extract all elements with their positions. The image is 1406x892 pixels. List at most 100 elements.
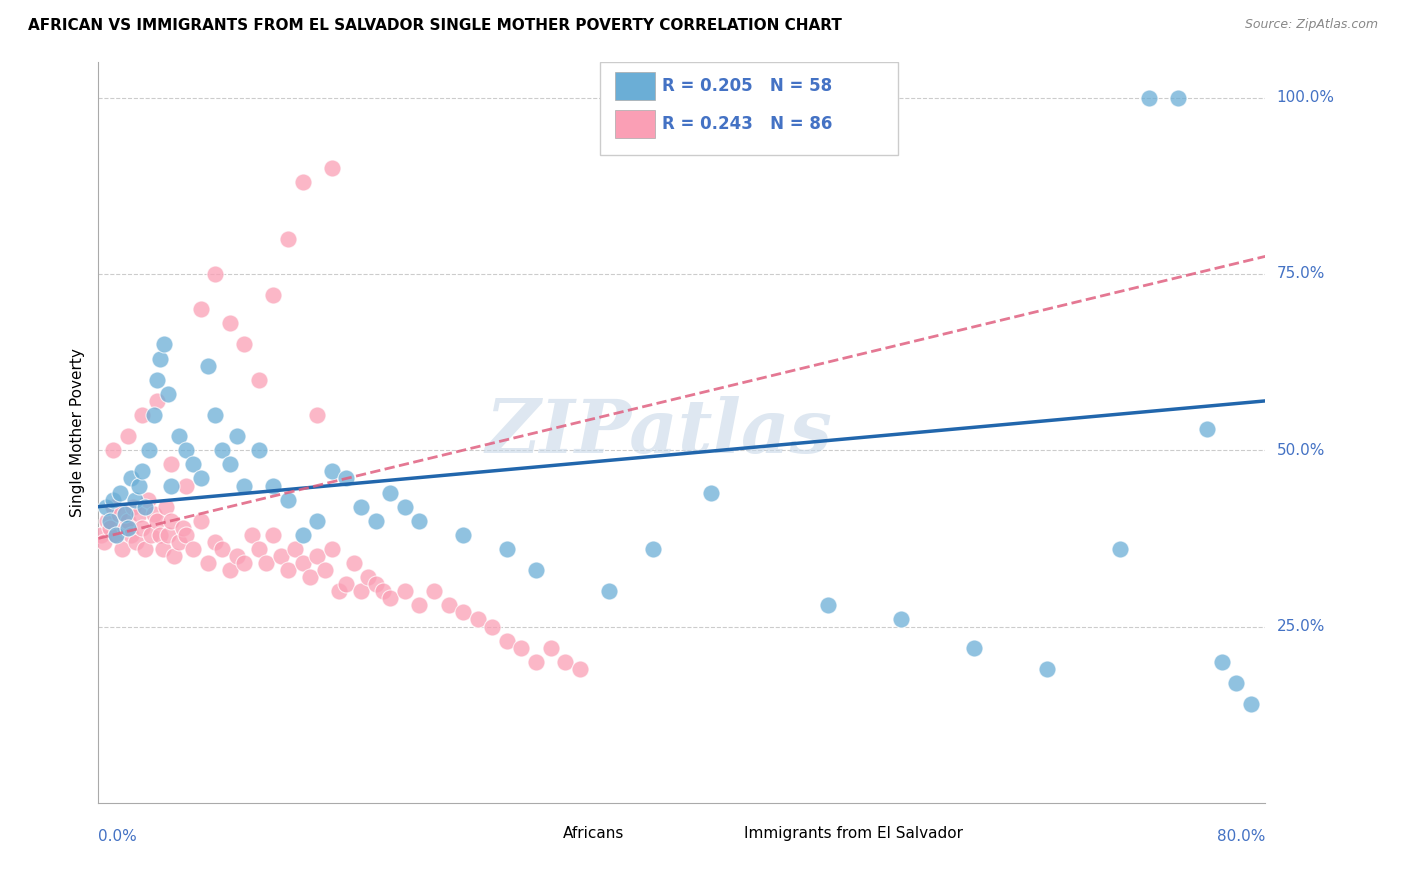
Point <box>247 373 270 387</box>
Point <box>277 492 299 507</box>
Text: Source: ZipAtlas.com: Source: ZipAtlas.com <box>1244 18 1378 31</box>
Point <box>357 570 380 584</box>
Point <box>174 528 197 542</box>
Text: ZIPatlas: ZIPatlas <box>485 396 832 469</box>
Point <box>524 563 547 577</box>
Point <box>451 528 474 542</box>
Point <box>142 507 165 521</box>
Point <box>598 584 620 599</box>
Point <box>160 514 183 528</box>
Point <box>321 464 343 478</box>
Point <box>467 612 489 626</box>
Point <box>568 662 591 676</box>
Point <box>218 316 240 330</box>
Point <box>350 500 373 514</box>
Text: 25.0%: 25.0% <box>1277 619 1324 634</box>
Point <box>122 500 145 514</box>
Point <box>394 500 416 514</box>
Point <box>104 528 127 542</box>
Point <box>96 514 118 528</box>
Point <box>307 408 329 422</box>
Point <box>155 500 177 514</box>
Point <box>128 478 150 492</box>
Point <box>437 599 460 613</box>
Point <box>131 521 153 535</box>
Point <box>277 563 299 577</box>
Point <box>262 478 284 492</box>
FancyBboxPatch shape <box>616 72 655 100</box>
Point <box>146 373 169 387</box>
Point <box>211 541 233 556</box>
Point <box>554 655 576 669</box>
Point <box>700 485 723 500</box>
Point <box>233 337 256 351</box>
Point <box>510 640 533 655</box>
Point <box>174 443 197 458</box>
Point <box>262 528 284 542</box>
Point <box>284 541 307 556</box>
Point <box>93 535 115 549</box>
Point <box>394 584 416 599</box>
Point <box>190 514 212 528</box>
Point <box>101 492 124 507</box>
Point <box>1167 91 1189 105</box>
Point <box>890 612 912 626</box>
Text: Immigrants from El Salvador: Immigrants from El Salvador <box>744 826 963 840</box>
Point <box>139 528 162 542</box>
Point <box>111 541 134 556</box>
Point <box>138 443 160 458</box>
Point <box>117 521 139 535</box>
Point <box>211 443 233 458</box>
Point <box>167 535 190 549</box>
Point <box>110 485 132 500</box>
Point <box>1108 541 1130 556</box>
Point <box>226 549 249 563</box>
Point <box>149 351 172 366</box>
Text: 50.0%: 50.0% <box>1277 442 1324 458</box>
Text: Africans: Africans <box>562 826 624 840</box>
Point <box>94 500 117 514</box>
Point <box>153 337 176 351</box>
Point <box>101 443 124 458</box>
Point <box>204 535 226 549</box>
Text: R = 0.205   N = 58: R = 0.205 N = 58 <box>662 77 832 95</box>
Point <box>291 528 314 542</box>
FancyBboxPatch shape <box>616 110 655 138</box>
Point <box>380 485 402 500</box>
Point <box>380 591 402 606</box>
Point <box>408 514 430 528</box>
Point <box>98 521 121 535</box>
Point <box>114 507 136 521</box>
Point <box>262 288 284 302</box>
Point <box>146 393 169 408</box>
Point <box>335 471 357 485</box>
Point <box>408 599 430 613</box>
Point <box>197 556 219 570</box>
Text: 80.0%: 80.0% <box>1218 829 1265 844</box>
Point <box>496 541 519 556</box>
Point <box>277 232 299 246</box>
Text: 100.0%: 100.0% <box>1277 90 1334 105</box>
Point <box>90 528 112 542</box>
Point <box>328 584 350 599</box>
Text: R = 0.243   N = 86: R = 0.243 N = 86 <box>662 115 832 133</box>
Point <box>157 387 180 401</box>
Point <box>496 633 519 648</box>
Point <box>1195 422 1218 436</box>
Point <box>190 471 212 485</box>
Point <box>117 429 139 443</box>
Point <box>1035 662 1057 676</box>
Point <box>364 577 387 591</box>
Point <box>481 619 503 633</box>
Point <box>136 492 159 507</box>
Point <box>1137 91 1160 105</box>
Point <box>1225 676 1247 690</box>
Point <box>1211 655 1233 669</box>
Point <box>218 563 240 577</box>
Point <box>291 556 314 570</box>
Point <box>124 492 146 507</box>
Point <box>160 478 183 492</box>
Y-axis label: Single Mother Poverty: Single Mother Poverty <box>69 348 84 517</box>
Point <box>128 507 150 521</box>
Point <box>247 443 270 458</box>
